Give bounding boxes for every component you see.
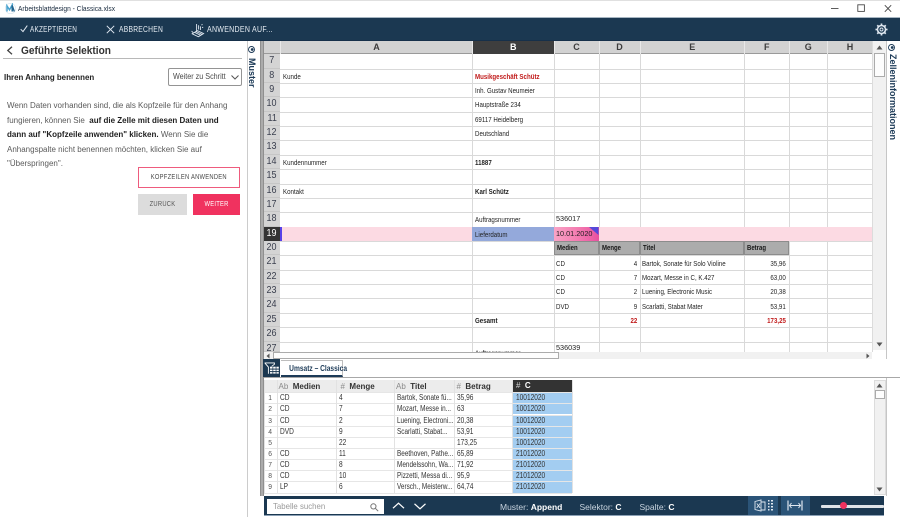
svg-text:X: X	[756, 503, 761, 510]
